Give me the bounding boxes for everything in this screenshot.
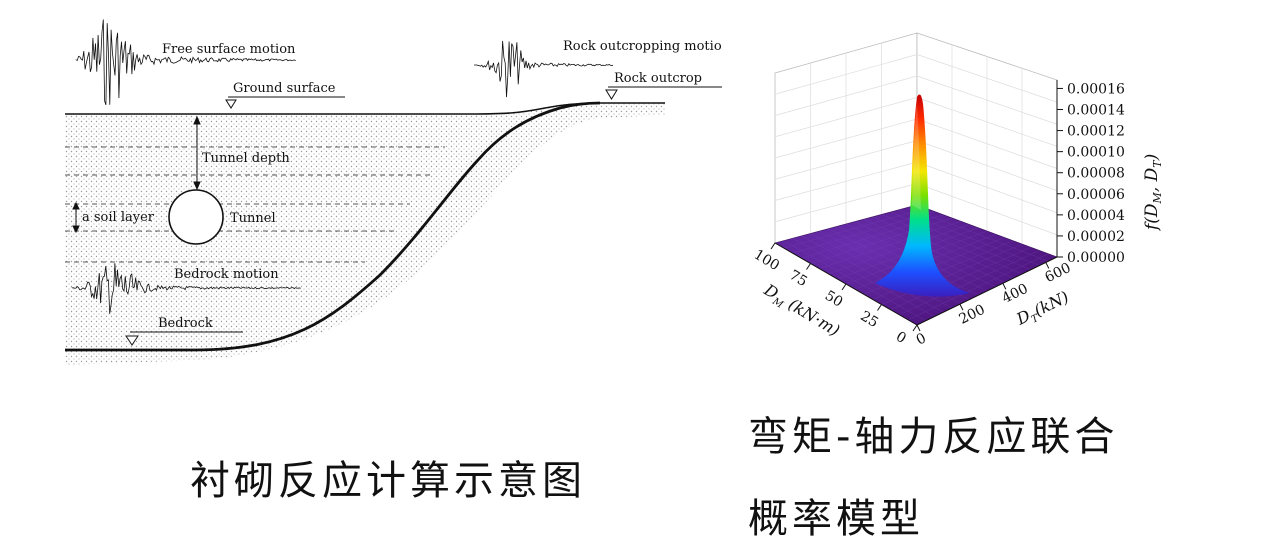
z-tick-label: 0.00010 [1067,145,1125,161]
x-tick-label: 25 [857,308,881,331]
z-tick-label: 0.00008 [1067,166,1125,182]
x-tick-label: 0 [893,329,909,347]
x-tick-label: 75 [786,267,810,290]
tunnel-depth-arrow [193,115,201,191]
y-tick-label: 400 [1000,281,1031,307]
bedrock-motion-label: Bedrock motion [174,267,279,282]
bedrock-interface [65,101,601,352]
seismic-tunnel-schematic: Tunnel depth Tunnel a soil layer Free su… [65,19,722,365]
ground-surface-marker [225,99,237,109]
bedrock-marker [125,335,139,346]
caption-lining-response: 衬砌反应计算示意图 [190,458,586,504]
soil-layer-dashes [65,146,445,263]
caption-joint-model-line2: 概率模型 [748,496,924,542]
tunnel-depth-label: Tunnel depth [202,151,290,166]
x-tick-label: 50 [822,288,846,311]
free-surface-motion-label: Free surface motion [162,42,296,57]
y-tick-label: 200 [957,302,988,328]
rock-outcropping-motion-label: Rock outcropping motio [563,39,722,54]
z-axis-title: f(DM, DT) [1142,154,1164,232]
peak-highlight [912,103,921,210]
rock-outcrop-seismogram [474,40,614,98]
x-tick-label: 100 [751,247,782,274]
bedrock-label: Bedrock [158,316,213,331]
soil-layer-bracket [72,201,80,234]
y-axis [916,256,1058,326]
soil-region [65,103,665,365]
y-tick-label: 0 [914,330,929,348]
z-tick-label: 0.00016 [1067,81,1125,97]
z-tick-label: 0.00012 [1067,124,1125,140]
z-tick-label: 0.00004 [1067,208,1125,224]
bedrock-seismogram [71,263,301,314]
joint-probability-surface-plot: 0.00000 0.00002 0.00004 0.00006 0.00008 0.000… [751,32,1164,349]
ground-surface-label: Ground surface [233,81,336,96]
free-surface-seismogram [75,19,296,106]
rock-outcrop-label: Rock outcrop [614,71,702,86]
z-axis-ticks: 0.00000 0.00002 0.00004 0.00006 0.00008 0.000… [1057,81,1125,266]
z-tick-label: 0.00002 [1067,229,1125,245]
tunnel-label: Tunnel [230,211,276,226]
caption-joint-model-line1: 弯矩-轴力反应联合 [748,414,1119,460]
z-tick-label: 0.00000 [1067,250,1125,266]
soil-layer-label: a soil layer [82,210,155,225]
rock-outcrop-marker [605,89,618,100]
z-tick-label: 0.00014 [1067,103,1125,119]
tunnel-circle [168,189,224,245]
z-tick-label: 0.00006 [1067,187,1125,203]
probability-peak [875,94,970,297]
plot-grid-lines [774,43,1058,244]
